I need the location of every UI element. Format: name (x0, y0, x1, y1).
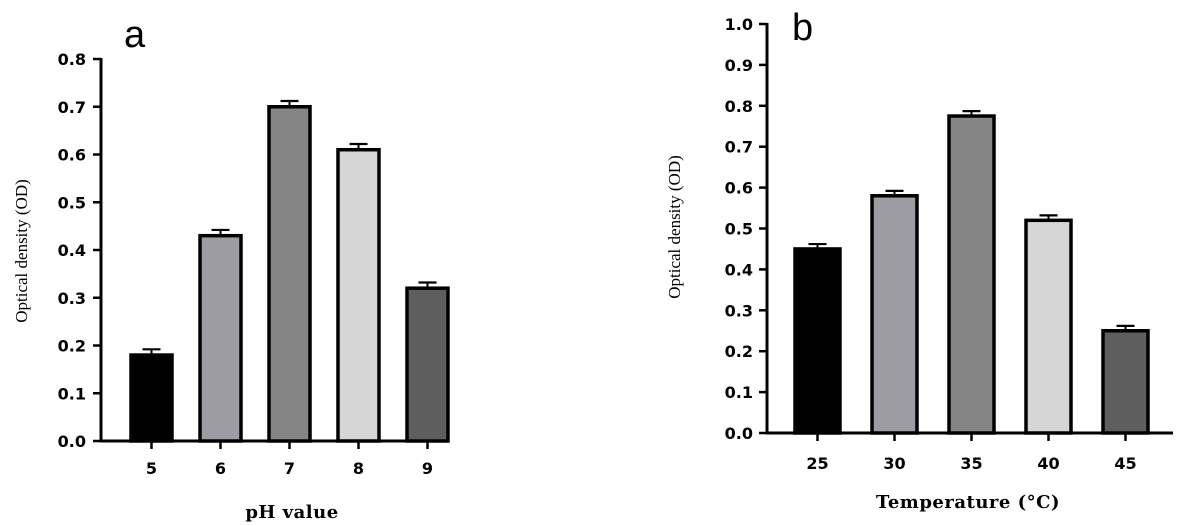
y-tick-label: 0.7 (725, 138, 753, 157)
x-tick-label-35: 35 (960, 454, 982, 473)
panel-b-chart: b 0.0 0.1 0.2 0.3 0.4 0.5 0.6 0.7 0.8 0.9 1.0 25 30 35… (665, 7, 1173, 513)
bar-6 (198, 233, 243, 443)
y-axis-title: Optical density (OD) (12, 179, 31, 323)
x-axis-title: Temperature (°C) (876, 492, 1060, 513)
bar-25 (793, 247, 842, 435)
panel-label-b: b (792, 7, 813, 49)
y-tick-label: 0.6 (725, 179, 753, 198)
y-tick-label: 1.0 (725, 15, 753, 34)
x-tick-label-7: 7 (284, 459, 295, 478)
x-tick-label-5: 5 (146, 459, 157, 478)
bar-35 (947, 114, 996, 435)
bar-9 (405, 286, 450, 443)
bar-45 (1101, 329, 1150, 435)
y-tick-label: 0.9 (725, 56, 753, 75)
y-tick-label: 0.8 (725, 97, 753, 116)
x-tick-label-45: 45 (1114, 454, 1136, 473)
y-tick-label: 0.0 (725, 424, 753, 443)
y-tick-label: 0.3 (58, 289, 86, 308)
bar-30 (870, 194, 919, 435)
panel-a-chart: a 0.0 0.1 0.2 0.3 0.4 0.5 0.6 0.7 0.8 5 6 7 8 9 pH valu… (12, 14, 450, 523)
y-axis-title: Optical density (OD) (665, 155, 684, 299)
y-tick-label: 0.7 (58, 98, 86, 117)
bar-40 (1024, 218, 1073, 435)
y-tick-label: 0.2 (725, 342, 753, 361)
y-tick-label: 0.5 (725, 220, 753, 239)
y-tick-label: 0.4 (58, 241, 86, 260)
y-tick-label: 0.6 (58, 146, 86, 165)
bar-8 (336, 147, 381, 443)
panel-label-a: a (124, 14, 146, 56)
y-tick-label: 0.2 (58, 337, 86, 356)
x-tick-label-8: 8 (353, 459, 364, 478)
x-axis-title: pH value (245, 502, 338, 523)
y-tick-label: 0.1 (725, 383, 753, 402)
y-tick-label: 0.4 (725, 260, 753, 279)
x-tick-label-30: 30 (883, 454, 905, 473)
bar-7 (267, 105, 312, 443)
y-tick-label: 0.8 (58, 50, 86, 69)
x-tick-label-6: 6 (215, 459, 226, 478)
x-tick-label-25: 25 (806, 454, 828, 473)
y-tick-label: 0.3 (725, 301, 753, 320)
y-tick-label: 0.1 (58, 384, 86, 403)
y-tick-label: 0.0 (58, 432, 86, 451)
x-tick-label-9: 9 (422, 459, 433, 478)
y-tick-label: 0.5 (58, 193, 86, 212)
x-tick-label-40: 40 (1037, 454, 1059, 473)
bar-5 (129, 353, 174, 443)
